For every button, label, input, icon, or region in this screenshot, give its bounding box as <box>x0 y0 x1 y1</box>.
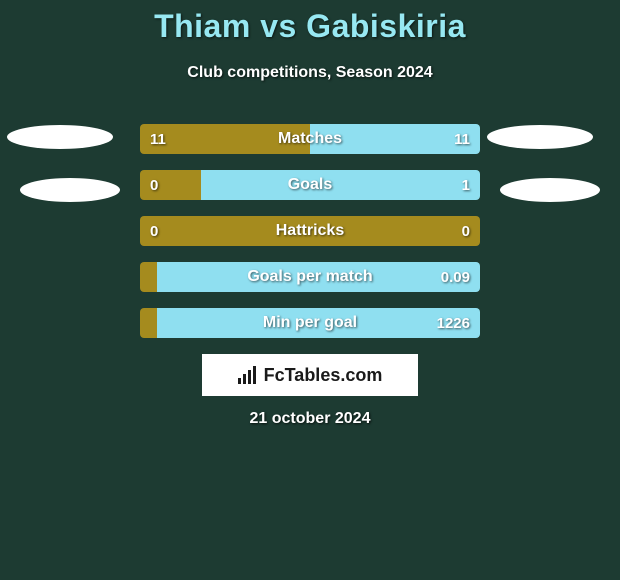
page-title: Thiam vs Gabiskiria <box>0 8 620 45</box>
comparison-infographic: Thiam vs Gabiskiria Club competitions, S… <box>0 0 620 580</box>
fctables-logo: FcTables.com <box>202 354 418 396</box>
decorative-ellipse <box>487 125 593 149</box>
decorative-ellipse <box>20 178 120 202</box>
logo-text: FcTables.com <box>264 365 383 386</box>
decorative-ellipse <box>500 178 600 202</box>
bar-chart-icon <box>238 366 258 384</box>
stat-row: Goals per match0.09 <box>140 262 480 292</box>
stat-row: Goals01 <box>140 170 480 200</box>
footer-date: 21 october 2024 <box>0 410 620 428</box>
subtitle: Club competitions, Season 2024 <box>0 64 620 82</box>
stat-row: Hattricks00 <box>140 216 480 246</box>
stat-row: Matches1111 <box>140 124 480 154</box>
decorative-ellipse <box>7 125 113 149</box>
stat-row: Min per goal1226 <box>140 308 480 338</box>
